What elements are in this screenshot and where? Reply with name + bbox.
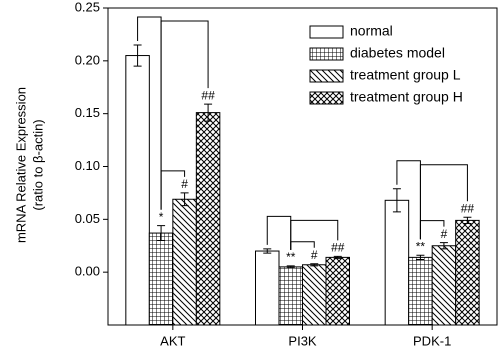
significance-label: ## xyxy=(461,201,475,215)
y-tick-label: 0.20 xyxy=(75,52,100,67)
legend-swatch xyxy=(309,69,344,83)
legend-swatch xyxy=(309,91,344,105)
error-bar xyxy=(286,265,295,269)
significance-label: # xyxy=(441,227,448,241)
x-tick-label: AKT xyxy=(160,333,185,348)
y-tick-label: 0.25 xyxy=(75,0,100,14)
bar xyxy=(278,266,303,326)
bar xyxy=(325,256,350,326)
significance-label: # xyxy=(311,248,318,262)
bar xyxy=(172,198,197,326)
bar xyxy=(125,55,150,326)
legend-swatch xyxy=(309,25,344,39)
legend-label: diabetes model xyxy=(350,45,445,61)
legend-label: normal xyxy=(350,23,393,39)
error-bar xyxy=(263,248,272,254)
significance-label: ## xyxy=(201,88,215,102)
error-bar xyxy=(439,242,448,250)
bracket xyxy=(396,160,421,240)
error-bar xyxy=(157,225,166,241)
y-tick-label: 0.05 xyxy=(75,211,100,226)
y-label: mRNA Relative Expression xyxy=(13,87,28,243)
bar xyxy=(384,199,410,326)
error-bar xyxy=(333,255,342,259)
significance-label: * xyxy=(159,210,164,224)
bar xyxy=(302,264,327,326)
error-bar xyxy=(310,263,319,267)
significance-label: ** xyxy=(416,239,426,253)
y-tick-label: 0.10 xyxy=(75,158,100,173)
significance-label: # xyxy=(181,177,188,191)
x-tick-label: PI3K xyxy=(288,333,317,348)
error-bar xyxy=(463,216,472,225)
error-bar xyxy=(204,103,213,122)
bracket xyxy=(266,215,292,250)
bar xyxy=(148,232,174,326)
error-bar xyxy=(416,254,425,260)
bar xyxy=(408,256,433,326)
bar xyxy=(455,219,480,326)
legend-label: treatment group H xyxy=(350,89,463,105)
bar xyxy=(255,250,280,326)
significance-label: ## xyxy=(331,240,345,254)
y-tick-label: 0.15 xyxy=(75,105,100,120)
bracket xyxy=(137,16,162,210)
significance-label: ** xyxy=(286,250,296,264)
bar xyxy=(431,245,457,326)
bar xyxy=(195,112,221,326)
legend-swatch xyxy=(309,47,344,61)
y-tick-label: 0.00 xyxy=(75,264,100,279)
y-axis-title: mRNA Relative Expression (ratio to β-act… xyxy=(13,87,45,243)
legend-label: treatment group L xyxy=(350,67,461,83)
x-tick-label: PDK-1 xyxy=(413,333,451,348)
error-bar xyxy=(180,192,189,207)
y-label: (ratio to β-actin) xyxy=(30,119,45,210)
error-bar xyxy=(392,188,401,213)
error-bar xyxy=(133,44,142,67)
